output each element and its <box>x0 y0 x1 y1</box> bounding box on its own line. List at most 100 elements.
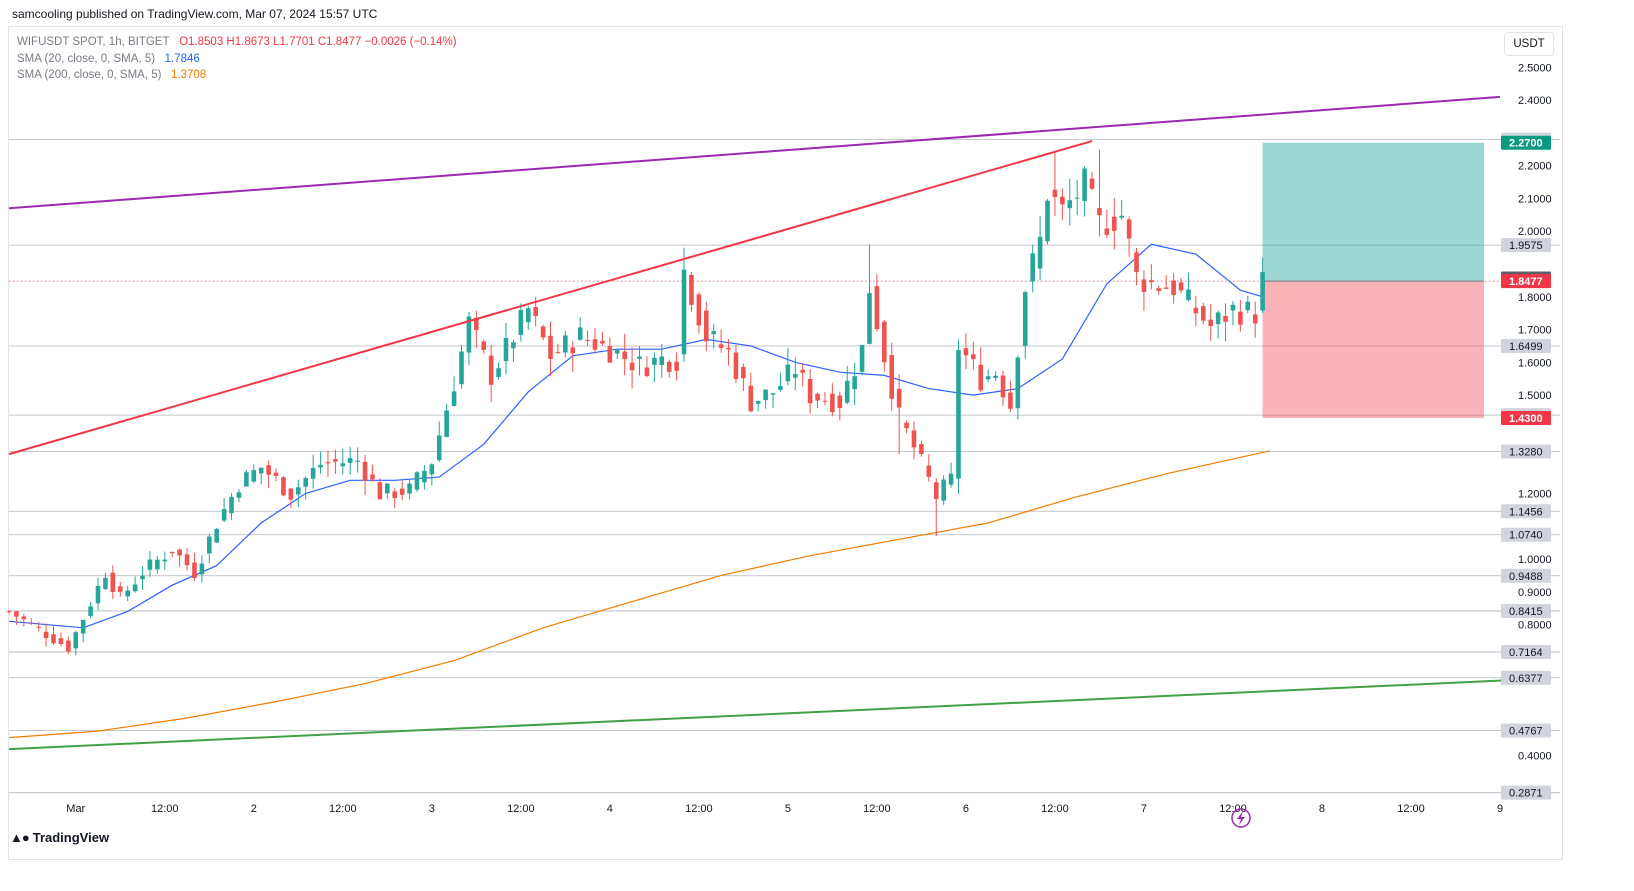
candle <box>385 483 390 499</box>
horizontal-levels <box>9 139 1560 794</box>
candle-body <box>629 362 635 371</box>
candle-body <box>117 586 123 592</box>
candle-body <box>295 487 301 495</box>
candle-body <box>377 482 383 500</box>
candle-body <box>362 461 368 481</box>
candle <box>629 347 635 389</box>
candle-body <box>548 335 553 360</box>
tradingview-logo[interactable]: ▲● TradingView <box>10 830 109 845</box>
candle-body <box>652 357 657 365</box>
candle <box>1067 178 1073 226</box>
legend-symbol-row[interactable]: WIFUSDT SPOT, 1h, BITGET O1.8503 H1.8673… <box>17 34 457 51</box>
close-price-tag-label: 1.8477 <box>1509 276 1543 288</box>
time-tick-label: 6 <box>963 803 969 815</box>
tradingview-logo-icon: ▲● <box>10 830 30 845</box>
time-tick-label: Mar <box>66 803 85 815</box>
legend-sma20-row[interactable]: SMA (20, close, 0, SMA, 5) 1.7846 <box>17 51 457 68</box>
candle-body <box>941 479 946 501</box>
time-tick-label: 8 <box>1319 803 1325 815</box>
candle <box>525 305 531 331</box>
candle-body <box>88 606 93 616</box>
candle <box>889 342 895 411</box>
candle-body <box>1111 216 1117 231</box>
candle <box>1104 209 1110 238</box>
candle <box>681 247 687 362</box>
candle-body <box>1126 219 1132 239</box>
price-tick-label: 2.0000 <box>1518 226 1552 238</box>
target-price-tag-label: 2.2700 <box>1509 138 1543 150</box>
candle-body <box>644 367 650 377</box>
candle-body <box>199 563 205 575</box>
legend-sma20-value: 1.7846 <box>164 52 200 65</box>
candle-body <box>807 379 813 404</box>
candle-body <box>1171 280 1176 296</box>
candle-body <box>614 350 620 354</box>
candle-body <box>563 335 568 353</box>
candle-body <box>703 310 709 342</box>
candle-body <box>303 478 309 487</box>
candle <box>88 601 93 619</box>
candle <box>103 572 108 591</box>
legend-ohlc: O1.8503 H1.8673 L1.7701 C1.8477 −0.0026 … <box>179 36 457 48</box>
candle-body <box>95 585 101 604</box>
candle-body <box>1000 375 1006 398</box>
candle <box>229 493 234 520</box>
price-tick-label: 2.2000 <box>1518 161 1552 173</box>
candle <box>221 498 227 523</box>
time-tick-label: 12:00 <box>1219 803 1247 815</box>
candle <box>666 359 672 378</box>
flash-icon[interactable] <box>1231 808 1251 828</box>
candle <box>58 632 64 647</box>
candle <box>407 478 412 500</box>
candle-body <box>844 380 850 403</box>
candle-body <box>867 293 872 344</box>
candle-body <box>488 355 494 385</box>
candle-body <box>1156 288 1162 291</box>
candle-body <box>58 638 64 644</box>
legend-sma200-row[interactable]: SMA (200, close, 0, SMA, 5) 1.3708 <box>17 67 457 84</box>
candle <box>21 613 27 627</box>
target-zone <box>1262 142 1484 282</box>
candle-body <box>1060 196 1065 205</box>
position-zones <box>1262 142 1484 419</box>
candle <box>206 533 212 564</box>
candle-body <box>1045 200 1050 242</box>
candle-body <box>570 347 576 354</box>
candle-body <box>1119 215 1124 218</box>
candle <box>830 383 835 417</box>
candle-body <box>6 611 12 613</box>
candle-body <box>600 340 605 344</box>
candle-body <box>511 342 516 349</box>
candle <box>770 392 776 409</box>
level-tag-bg <box>1501 444 1551 459</box>
indicator-lines <box>8 243 1271 739</box>
candle-body <box>392 491 398 499</box>
candle-body <box>310 467 316 479</box>
candle-body <box>956 350 961 479</box>
candle <box>451 376 457 407</box>
candle-body <box>755 400 761 404</box>
candle <box>192 552 197 581</box>
candle-body <box>444 410 449 437</box>
candle-body <box>1238 311 1243 325</box>
candle-body <box>592 339 598 350</box>
candle <box>125 585 130 601</box>
candle-body <box>1082 168 1087 201</box>
candle <box>429 463 435 486</box>
candle-body <box>451 391 457 407</box>
candle <box>1126 216 1132 257</box>
candle-body <box>1178 282 1184 291</box>
candle <box>392 488 398 509</box>
candle <box>896 374 902 455</box>
candle <box>1156 285 1162 295</box>
candle-body <box>1215 312 1221 325</box>
candle-body <box>1163 287 1169 289</box>
candle-body <box>80 619 86 634</box>
candle-body <box>28 622 34 624</box>
candle <box>1000 370 1006 406</box>
candle <box>155 556 160 574</box>
candles <box>6 149 1265 656</box>
currency-button[interactable]: USDT <box>1504 32 1554 56</box>
time-tick-label: 7 <box>1141 803 1147 815</box>
